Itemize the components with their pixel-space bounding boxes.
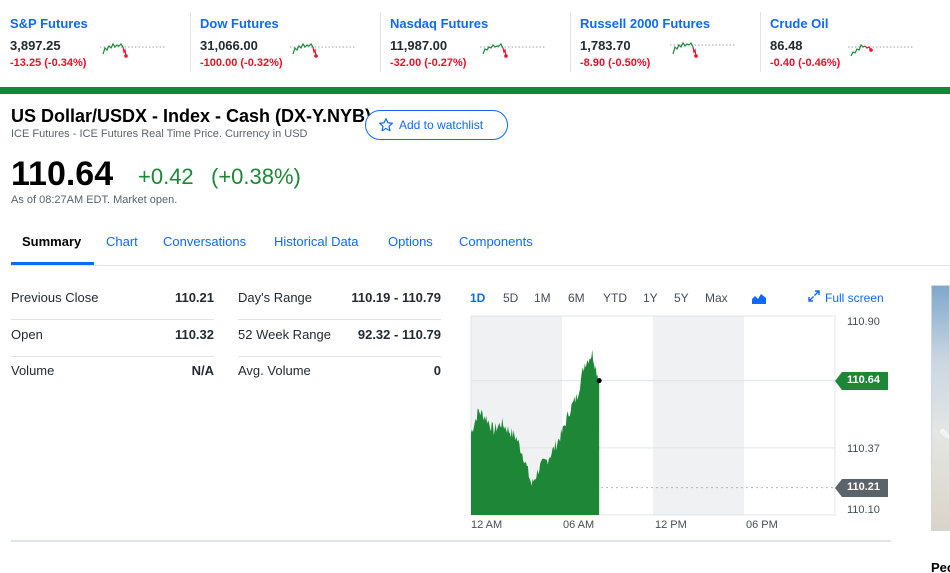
plot-border [470, 315, 836, 516]
x-axis-label: 06 AM [563, 519, 595, 531]
range-1d-button[interactable]: 1D [470, 291, 486, 305]
stat-label: Avg. Volume [238, 363, 311, 378]
stat-row-avg-volume: Avg. Volume 0 [238, 357, 441, 393]
ticker-name[interactable]: S&P Futures [10, 16, 88, 31]
y-axis-label: 110.10 [847, 504, 880, 516]
x-axis-label: 12 PM [655, 519, 687, 531]
ad-play-icon[interactable]: ✎ [939, 426, 950, 442]
x-axis-label: 12 AM [471, 519, 503, 531]
tab-historical-data[interactable]: Historical Data [274, 234, 359, 249]
full-screen-label: Full screen [825, 290, 884, 305]
stat-row-previous-close: Previous Close 110.21 [11, 284, 214, 320]
active-tab-indicator [11, 262, 94, 265]
ticker-change: -32.00 (-0.27%) [390, 57, 467, 69]
ticker-name[interactable]: Nasdaq Futures [390, 16, 489, 31]
stat-label: Previous Close [11, 290, 99, 305]
ticker-sp-futures[interactable]: S&P Futures 3,897.25 -13.25 (-0.34%) [0, 0, 190, 78]
chart-series [471, 349, 602, 515]
market-status-bar [0, 87, 950, 94]
full-screen-button[interactable]: Full screen [808, 290, 884, 305]
stat-label: Open [11, 327, 43, 342]
tab-conversations[interactable]: Conversations [163, 234, 247, 249]
stat-value: 92.32 - 110.79 [357, 327, 441, 342]
range-6m-button[interactable]: 6M [568, 291, 585, 305]
side-section-heading: Peo [931, 560, 950, 573]
ticker-nasdaq-futures[interactable]: Nasdaq Futures 11,987.00 -32.00 (-0.27%) [380, 0, 570, 78]
stat-value: 110.21 [174, 290, 214, 305]
mountain-chart-icon[interactable] [752, 292, 766, 304]
quote-nav-tabs: Summary Chart Conversations Historical D… [11, 226, 950, 266]
range-5y-button[interactable]: 5Y [674, 291, 689, 305]
ticker-change: -100.00 (-0.32%) [200, 57, 283, 69]
ticker-price: 31,066.00 [200, 38, 258, 53]
ticker-name[interactable]: Russell 2000 Futures [580, 16, 711, 31]
ticker-strip: S&P Futures 3,897.25 -13.25 (-0.34%) Dow… [0, 0, 950, 78]
stat-label: 52 Week Range [238, 327, 331, 342]
quote-subtitle: ICE Futures - ICE Futures Real Time Pric… [11, 128, 308, 140]
last-price-point [596, 378, 602, 384]
series-area [471, 349, 600, 515]
stat-label: Volume [11, 363, 55, 378]
previous-close-marker: 110.21 [835, 479, 888, 497]
advertisement-image[interactable] [931, 285, 950, 531]
expand-icon [808, 290, 820, 305]
stat-value: 110.32 [174, 327, 214, 342]
as-of-timestamp: As of 08:27AM EDT. Market open. [11, 194, 178, 206]
stat-value: N/A [191, 363, 214, 378]
section-divider [11, 540, 891, 542]
ticker-name[interactable]: Crude Oil [770, 16, 829, 31]
range-5d-button[interactable]: 5D [503, 291, 519, 305]
tab-summary[interactable]: Summary [22, 234, 82, 249]
ticker-price: 3,897.25 [10, 38, 61, 53]
ticker-change: -13.25 (-0.34%) [10, 57, 87, 69]
stat-label: Day's Range [238, 290, 313, 305]
x-axis-label: 06 PM [746, 519, 778, 531]
ticker-name[interactable]: Dow Futures [200, 16, 279, 31]
tab-chart[interactable]: Chart [106, 234, 138, 249]
range-max-button[interactable]: Max [705, 291, 728, 305]
price-change: +0.42 [138, 164, 194, 189]
range-1y-button[interactable]: 1Y [643, 291, 658, 305]
price-change-percent: (+0.38%) [211, 164, 301, 189]
sparkline-icon [100, 42, 166, 58]
ticker-dow-futures[interactable]: Dow Futures 31,066.00 -100.00 (-0.32%) [190, 0, 380, 78]
sparkline-icon [290, 42, 356, 58]
y-axis-label: 110.37 [847, 443, 880, 455]
y-axis-label: 110.90 [847, 316, 880, 328]
range-ytd-button[interactable]: YTD [603, 291, 627, 305]
sparkline-icon [848, 43, 914, 57]
range-1m-button[interactable]: 1M [534, 291, 551, 305]
stat-row-days-range: Day's Range 110.19 - 110.79 [238, 284, 441, 320]
stat-value: 0 [433, 363, 441, 378]
stat-row-52-week-range: 52 Week Range 92.32 - 110.79 [238, 321, 441, 357]
ticker-price: 1,783.70 [580, 38, 631, 53]
ticker-russell-futures[interactable]: Russell 2000 Futures 1,783.70 -8.90 (-0.… [570, 0, 760, 78]
tab-options[interactable]: Options [388, 234, 433, 249]
ticker-price: 11,987.00 [390, 38, 448, 53]
stat-row-open: Open 110.32 [11, 321, 214, 357]
ticker-crude-oil[interactable]: Crude Oil 86.48 -0.40 (-0.46%) [760, 0, 950, 78]
star-icon [379, 118, 393, 132]
ticker-change: -0.40 (-0.46%) [770, 57, 841, 69]
watchlist-label: Add to watchlist [399, 118, 484, 132]
ticker-change: -8.90 (-0.50%) [580, 57, 651, 69]
stat-value: 110.19 - 110.79 [351, 290, 441, 305]
ticker-price: 86.48 [770, 38, 803, 53]
current-price: 110.64 [11, 155, 114, 193]
current-price-marker: 110.64 [835, 372, 888, 390]
sparkline-icon [670, 41, 736, 58]
add-to-watchlist-button[interactable]: Add to watchlist [365, 110, 508, 140]
session-band [653, 316, 744, 515]
tab-components[interactable]: Components [459, 234, 533, 249]
sparkline-icon [480, 42, 546, 58]
quote-title: US Dollar/USDX - Index - Cash (DX-Y.NYB) [11, 106, 372, 126]
stat-row-volume: Volume N/A [11, 357, 214, 393]
price-chart[interactable] [470, 308, 836, 518]
